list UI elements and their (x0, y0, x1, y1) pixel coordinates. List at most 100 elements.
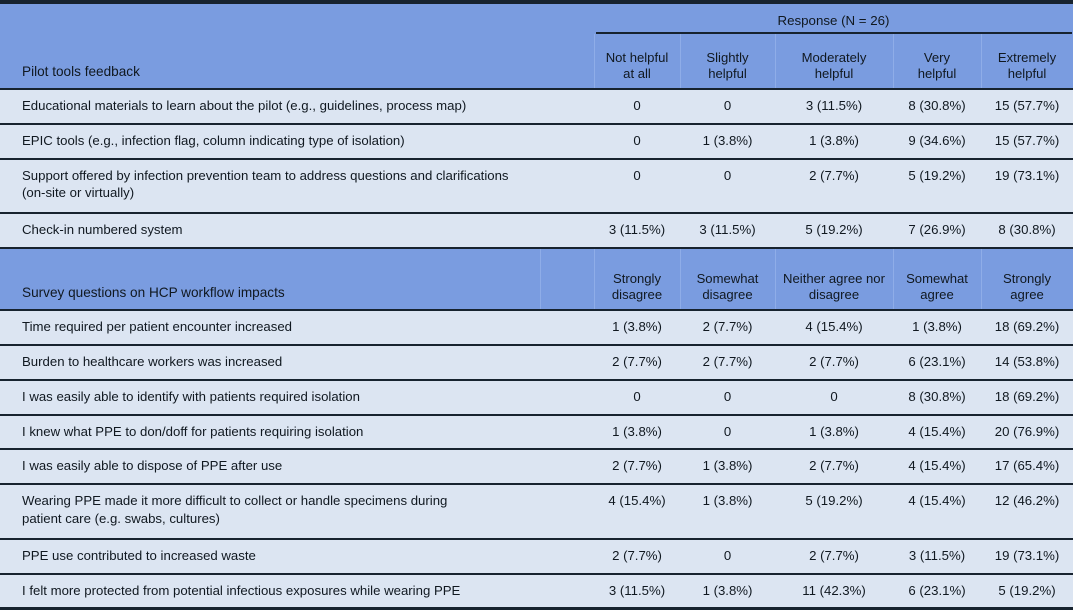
row-label-line2: patient care (e.g. swabs, cultures) (22, 510, 220, 526)
row-label: PPE use contributed to increased waste (0, 537, 540, 574)
column-header-moderately-helpful: Moderately helpful (775, 34, 894, 89)
row-value: 8 (30.8%) (893, 378, 981, 415)
row-label-line2: (on-site or virtually) (22, 185, 135, 201)
row-value: 0 (680, 413, 775, 450)
row-label: I felt more protected from potential inf… (0, 572, 540, 608)
row-value: 5 (19.2%) (775, 483, 893, 539)
span-header-spacer (0, 4, 540, 34)
row-value: 2 (7.7%) (594, 343, 680, 380)
section-b-title: Survey questions on HCP workflow impacts (0, 247, 540, 311)
col-header-line2: disagree (611, 286, 663, 302)
table-row: Wearing PPE made it more difficult to co… (0, 483, 1073, 539)
section-a-title: Pilot tools feedback (0, 34, 540, 89)
row-value: 4 (15.4%) (594, 483, 680, 539)
table-row: Educational materials to learn about the… (0, 88, 1073, 124)
table-row: Check-in numbered system 3 (11.5%) 3 (11… (0, 212, 1073, 249)
row-gap (540, 378, 594, 415)
row-label: Support offered by infection prevention … (0, 157, 540, 214)
row-value: 1 (3.8%) (893, 309, 981, 345)
col-header-line2: disagree (808, 286, 860, 302)
row-value: 2 (7.7%) (775, 537, 893, 574)
row-gap (540, 212, 594, 249)
row-label: I knew what PPE to don/doff for patients… (0, 413, 540, 450)
col-header-line1: Moderately (801, 50, 867, 66)
row-value: 5 (19.2%) (981, 572, 1073, 608)
row-value: 0 (594, 88, 680, 124)
row-value: 3 (11.5%) (680, 212, 775, 249)
row-value: 15 (57.7%) (981, 88, 1073, 124)
col-header-line2: helpful (917, 65, 957, 81)
row-value: 2 (7.7%) (594, 448, 680, 485)
table-row: I was easily able to identify with patie… (0, 378, 1073, 415)
row-value: 7 (26.9%) (893, 212, 981, 249)
row-value: 1 (3.8%) (680, 448, 775, 485)
col-header-line2: agree (1010, 286, 1044, 302)
row-gap (540, 448, 594, 485)
row-gap (540, 343, 594, 380)
column-header-not-helpful-at-all: Not helpful at all (593, 34, 681, 89)
section-a-span-header-row: Response (N = 26) (0, 4, 1073, 34)
row-label: Educational materials to learn about the… (0, 88, 540, 124)
row-value: 4 (15.4%) (775, 309, 893, 345)
row-label: EPIC tools (e.g., infection flag, column… (0, 122, 540, 159)
row-value: 1 (3.8%) (775, 122, 893, 159)
row-label: Check-in numbered system (0, 212, 540, 249)
row-value: 0 (594, 157, 680, 214)
section-a-column-header-row: Pilot tools feedback Not helpful at all … (0, 34, 1073, 89)
table-row: I felt more protected from potential inf… (0, 572, 1073, 608)
column-header-neither-agree-nor-disagree: Neither agree nor disagree (775, 247, 894, 311)
column-header-strongly-agree: Strongly agree (981, 247, 1073, 311)
row-value: 3 (11.5%) (594, 572, 680, 608)
table-row: Burden to healthcare workers was increas… (0, 343, 1073, 380)
row-value: 8 (30.8%) (981, 212, 1073, 249)
row-value: 1 (3.8%) (680, 572, 775, 608)
col-header-line2: helpful (1007, 65, 1047, 81)
row-value: 4 (15.4%) (893, 448, 981, 485)
row-value: 4 (15.4%) (893, 413, 981, 450)
response-span-title-cell: Response (N = 26) (594, 4, 1073, 34)
section-b-column-header-row: Survey questions on HCP workflow impacts… (0, 247, 1073, 311)
row-value: 6 (23.1%) (893, 572, 981, 608)
column-header-strongly-disagree: Strongly disagree (594, 247, 681, 311)
row-label: Burden to healthcare workers was increas… (0, 343, 540, 380)
row-value: 9 (34.6%) (893, 122, 981, 159)
row-value: 2 (7.7%) (775, 157, 893, 214)
row-gap (540, 572, 594, 608)
section-b-gap-cell (539, 247, 595, 311)
col-header-line1: Somewhat (906, 271, 968, 287)
row-value: 0 (680, 88, 775, 124)
response-span-rule (596, 32, 1073, 34)
row-value: 18 (69.2%) (981, 309, 1073, 345)
col-header-line2: disagree (702, 286, 753, 302)
col-header-line2: helpful (814, 65, 854, 81)
table-row: I was easily able to dispose of PPE afte… (0, 448, 1073, 485)
col-header-line1: Somewhat (696, 271, 759, 287)
row-value: 8 (30.8%) (893, 88, 981, 124)
row-gap (540, 537, 594, 574)
survey-results-table: Response (N = 26) Pilot tools feedback N… (0, 4, 1073, 608)
row-gap (540, 309, 594, 345)
row-value: 15 (57.7%) (981, 122, 1073, 159)
row-gap (540, 88, 594, 124)
column-header-very-helpful: Very helpful (893, 34, 982, 89)
row-gap (540, 483, 594, 539)
row-label: Wearing PPE made it more difficult to co… (0, 483, 540, 539)
col-header-line1: Slightly (706, 50, 749, 66)
row-value: 4 (15.4%) (893, 483, 981, 539)
table-tail-space (0, 610, 1073, 616)
row-value: 5 (19.2%) (893, 157, 981, 214)
row-value: 19 (73.1%) (981, 537, 1073, 574)
row-value: 0 (680, 537, 775, 574)
row-value: 11 (42.3%) (775, 572, 893, 608)
table-row: Time required per patient encounter incr… (0, 309, 1073, 345)
table-row: EPIC tools (e.g., infection flag, column… (0, 122, 1073, 159)
table-row: I knew what PPE to don/doff for patients… (0, 413, 1073, 450)
row-value: 2 (7.7%) (680, 309, 775, 345)
col-header-line1: Very (923, 50, 951, 66)
row-value: 18 (69.2%) (981, 378, 1073, 415)
row-value: 2 (7.7%) (775, 343, 893, 380)
row-gap (540, 157, 594, 214)
row-value: 3 (11.5%) (775, 88, 893, 124)
row-value: 12 (46.2%) (981, 483, 1073, 539)
row-value: 1 (3.8%) (775, 413, 893, 450)
